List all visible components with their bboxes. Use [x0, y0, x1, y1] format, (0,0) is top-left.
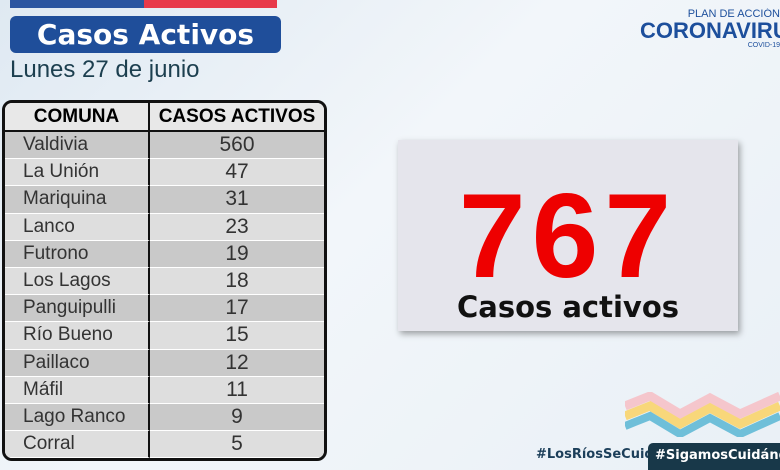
- coronavirus-logo: PLAN DE ACCIÓN CORONAVIRUS COVID-19: [640, 8, 780, 49]
- casos-cell: 15: [150, 322, 324, 350]
- table-row: La Unión 47: [5, 159, 324, 187]
- table-row: Lago Ranco 9: [5, 403, 324, 432]
- table-row: Paillaco 12: [5, 349, 324, 377]
- logo-sub: COVID-19: [747, 42, 780, 49]
- table-row: Futrono 19: [5, 240, 324, 268]
- casos-cell: 12: [150, 349, 324, 377]
- comuna-cell: Lanco: [5, 213, 150, 241]
- casos-cell: 47: [150, 159, 324, 187]
- table-row: Máfil 11: [5, 376, 324, 404]
- comuna-cell: Corral: [5, 431, 150, 459]
- zigzag-decoration: [625, 392, 780, 437]
- total-label: Casos activos: [456, 290, 680, 324]
- casos-cell: 19: [150, 240, 324, 268]
- comuna-cell: Futrono: [5, 240, 150, 268]
- total-value: 767: [458, 169, 678, 303]
- table-row: Valdivia 560: [5, 132, 324, 160]
- cases-table: COMUNA CASOS ACTIVOS Valdivia 560 La Unión…: [2, 100, 327, 462]
- logo-name: CORONAVIRUS: [640, 18, 780, 43]
- table-row: Lanco 23: [5, 213, 324, 241]
- table-row: Río Bueno 15: [5, 322, 324, 350]
- date-label: Lunes 27 de junio: [10, 56, 200, 83]
- page-title: Casos Activos: [10, 16, 281, 53]
- casos-cell: 23: [150, 213, 324, 241]
- table-row: Panguipulli 17: [5, 295, 324, 323]
- comuna-cell: Paillaco: [5, 349, 150, 377]
- flag-stripe: [10, 0, 277, 8]
- comuna-cell: Máfil: [5, 376, 150, 404]
- comuna-cell: La Unión: [5, 159, 150, 187]
- comuna-cell: Lago Ranco: [5, 403, 150, 432]
- comuna-cell: Río Bueno: [5, 322, 150, 350]
- casos-cell: 9: [150, 403, 324, 432]
- total-card: 767 Casos activos: [398, 140, 738, 331]
- comuna-cell: Mariquina: [5, 186, 150, 214]
- hashtag-losrios: #LosRíosSeCuida: [536, 447, 663, 462]
- casos-cell: 560: [150, 132, 324, 160]
- casos-cell: 11: [150, 376, 324, 404]
- table-row: Los Lagos 18: [5, 267, 324, 296]
- logo-plan: PLAN DE ACCIÓN: [687, 8, 780, 20]
- comuna-cell: Valdivia: [5, 132, 150, 160]
- casos-cell: 17: [150, 295, 324, 323]
- header-casos: CASOS ACTIVOS: [150, 103, 324, 132]
- casos-cell: 18: [150, 267, 324, 296]
- hashtag-sigamos: #SigamosCuidándonos: [648, 443, 780, 470]
- comuna-cell: Los Lagos: [5, 267, 150, 296]
- comuna-cell: Panguipulli: [5, 295, 150, 323]
- casos-cell: 5: [150, 431, 324, 459]
- header-comuna: COMUNA: [5, 103, 150, 132]
- table-row: Mariquina 31: [5, 186, 324, 214]
- table-row: Corral 5: [5, 431, 324, 459]
- casos-cell: 31: [150, 186, 324, 214]
